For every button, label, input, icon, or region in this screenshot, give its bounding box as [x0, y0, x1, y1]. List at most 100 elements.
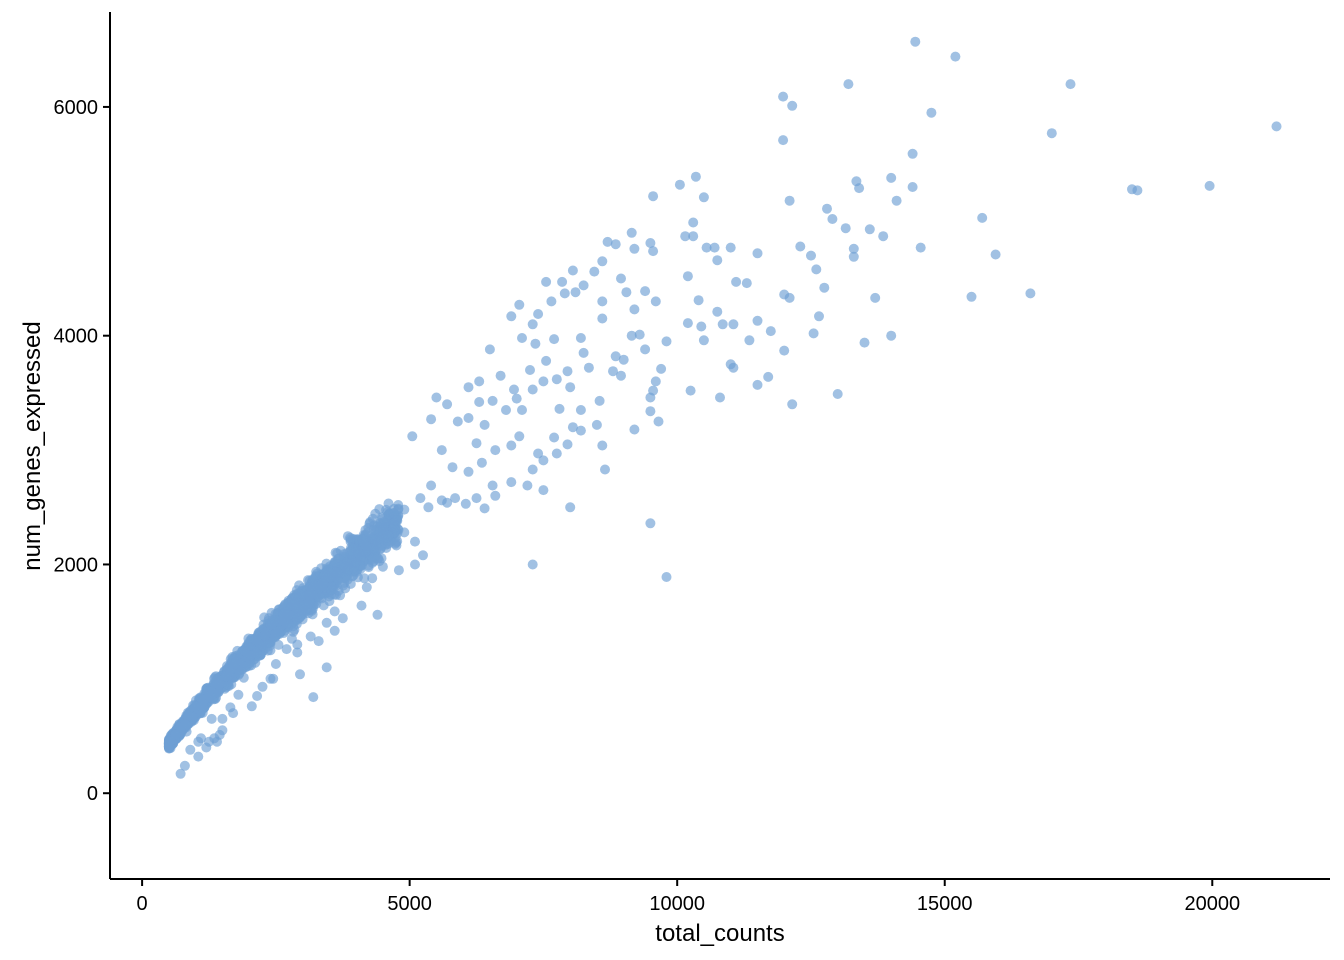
data-point	[484, 344, 495, 355]
data-point	[367, 573, 378, 584]
data-point	[541, 276, 552, 287]
data-point	[228, 708, 239, 719]
data-point	[335, 590, 346, 601]
data-point	[567, 265, 578, 276]
data-point	[784, 195, 795, 206]
data-point	[359, 573, 370, 584]
data-point	[206, 713, 217, 724]
data-point	[778, 135, 789, 146]
data-point	[712, 255, 723, 266]
data-point	[728, 362, 739, 373]
data-point	[294, 580, 305, 591]
data-point	[741, 278, 752, 289]
data-point	[629, 304, 640, 315]
data-point	[578, 280, 589, 291]
data-point	[752, 315, 763, 326]
data-point	[270, 659, 281, 669]
data-point	[179, 719, 190, 729]
data-point	[1204, 180, 1215, 191]
data-point	[375, 525, 386, 536]
data-point	[610, 239, 621, 250]
data-point	[551, 448, 562, 459]
data-point	[661, 336, 672, 347]
data-point	[392, 536, 403, 547]
data-point	[533, 448, 544, 459]
data-point	[608, 366, 618, 377]
data-point	[238, 672, 249, 683]
data-point	[289, 593, 300, 604]
data-point	[570, 287, 581, 298]
data-point	[698, 335, 709, 346]
data-point	[966, 291, 977, 302]
data-point	[610, 351, 621, 362]
data-point	[709, 242, 720, 253]
data-point	[597, 313, 608, 324]
data-point	[342, 531, 353, 542]
data-point	[372, 553, 383, 564]
data-point	[656, 363, 667, 374]
data-point	[597, 256, 608, 267]
data-point	[616, 370, 626, 381]
data-point	[326, 581, 337, 592]
data-point	[688, 231, 699, 242]
data-point	[340, 561, 351, 572]
data-point	[377, 561, 388, 572]
data-point	[634, 329, 645, 340]
data-point	[442, 399, 453, 410]
data-point	[270, 631, 281, 641]
data-point	[506, 477, 517, 488]
data-point	[787, 399, 798, 410]
data-point	[490, 445, 501, 456]
data-point	[243, 633, 254, 644]
data-point	[1065, 79, 1076, 90]
data-point	[463, 466, 474, 477]
data-point	[514, 431, 525, 442]
data-point	[268, 673, 279, 684]
data-point	[426, 414, 437, 425]
data-point	[471, 438, 482, 449]
data-point	[645, 406, 656, 417]
data-point	[701, 242, 712, 253]
data-point	[527, 559, 538, 570]
data-point	[323, 567, 334, 578]
x-tick-label: 5000	[387, 893, 432, 915]
data-point	[332, 567, 343, 578]
data-point	[859, 337, 870, 348]
data-point	[361, 582, 372, 593]
data-point	[795, 241, 806, 252]
data-point	[629, 424, 640, 435]
data-point	[840, 223, 851, 234]
data-point	[731, 276, 742, 287]
data-point	[393, 565, 404, 576]
data-point	[693, 295, 704, 306]
data-point	[476, 457, 487, 468]
data-point	[324, 596, 335, 607]
data-point	[645, 392, 656, 403]
data-point	[594, 395, 605, 406]
data-point	[190, 701, 201, 712]
data-point	[843, 79, 854, 90]
data-point	[245, 650, 256, 661]
data-point	[1132, 185, 1143, 196]
data-point	[399, 504, 410, 515]
data-point	[356, 600, 367, 611]
data-point	[460, 498, 471, 509]
data-point	[509, 384, 519, 395]
data-point	[490, 490, 501, 501]
data-point	[650, 296, 661, 307]
data-point	[600, 464, 610, 475]
data-point	[436, 445, 447, 456]
data-point	[618, 354, 629, 365]
data-point	[752, 248, 763, 259]
data-point	[854, 183, 865, 194]
data-point	[450, 493, 461, 504]
data-point	[487, 480, 498, 491]
data-point	[388, 508, 399, 518]
data-point	[257, 681, 268, 692]
data-point	[259, 612, 270, 623]
data-point	[848, 251, 859, 262]
data-point	[383, 538, 394, 549]
data-point	[575, 425, 586, 436]
data-point	[525, 365, 535, 375]
